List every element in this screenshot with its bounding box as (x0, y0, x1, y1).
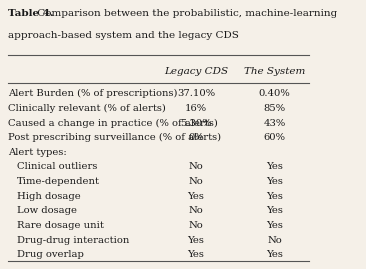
Text: No: No (188, 162, 203, 171)
Text: High dosage: High dosage (17, 192, 81, 201)
Text: 5.30%: 5.30% (180, 119, 212, 128)
Text: Table 4.: Table 4. (8, 9, 53, 18)
Text: Caused a change in practice (% of alerts): Caused a change in practice (% of alerts… (8, 119, 217, 128)
Text: Clinical outliers: Clinical outliers (17, 162, 97, 171)
Text: No: No (188, 221, 203, 230)
Text: 60%: 60% (264, 133, 285, 142)
Text: 0.40%: 0.40% (258, 89, 290, 98)
Text: Legacy CDS: Legacy CDS (164, 67, 228, 76)
Text: 16%: 16% (185, 104, 207, 113)
Text: The System: The System (244, 67, 305, 76)
Text: Yes: Yes (187, 192, 204, 201)
Text: Low dosage: Low dosage (17, 206, 77, 215)
Text: No: No (188, 177, 203, 186)
Text: Rare dosage unit: Rare dosage unit (17, 221, 104, 230)
Text: Yes: Yes (266, 192, 283, 201)
Text: Yes: Yes (187, 236, 204, 245)
Text: approach-based system and the legacy CDS: approach-based system and the legacy CDS (8, 31, 239, 40)
Text: Comparison between the probabilistic, machine-learning: Comparison between the probabilistic, ma… (34, 9, 337, 18)
Text: Clinically relevant (% of alerts): Clinically relevant (% of alerts) (8, 104, 165, 113)
Text: Alert Burden (% of prescriptions): Alert Burden (% of prescriptions) (8, 89, 177, 98)
Text: Yes: Yes (266, 250, 283, 259)
Text: Yes: Yes (187, 250, 204, 259)
Text: No: No (188, 206, 203, 215)
Text: 37.10%: 37.10% (177, 89, 215, 98)
Text: Time-dependent: Time-dependent (17, 177, 100, 186)
Text: Yes: Yes (266, 162, 283, 171)
Text: 43%: 43% (263, 119, 285, 128)
Text: Post prescribing surveillance (% of alerts): Post prescribing surveillance (% of aler… (8, 133, 221, 142)
Text: No: No (267, 236, 282, 245)
Text: Yes: Yes (266, 177, 283, 186)
Text: Yes: Yes (266, 206, 283, 215)
Text: 85%: 85% (264, 104, 285, 113)
Text: Drug overlap: Drug overlap (17, 250, 84, 259)
Text: Drug-drug interaction: Drug-drug interaction (17, 236, 130, 245)
Text: Alert types:: Alert types: (8, 148, 66, 157)
Text: Yes: Yes (266, 221, 283, 230)
Text: 0%: 0% (188, 133, 204, 142)
